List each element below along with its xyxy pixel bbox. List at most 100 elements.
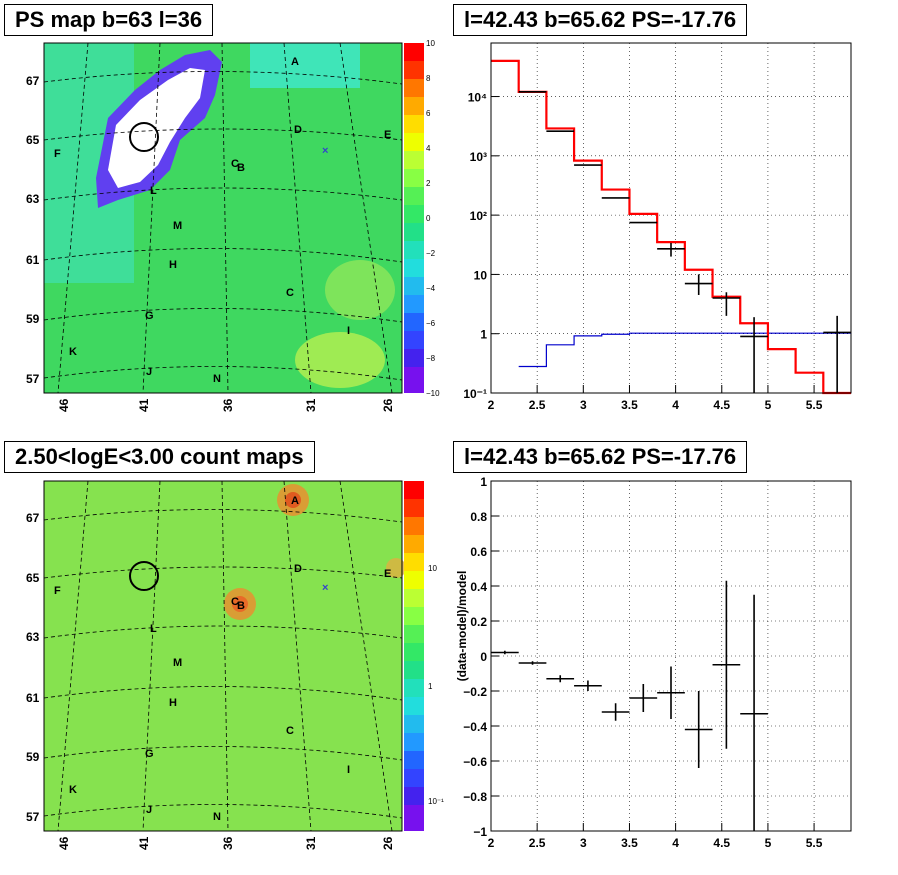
- cm-source-label-D: D: [294, 563, 302, 575]
- cb2-seg-16: [404, 769, 424, 787]
- lon-line-31: [283, 42, 312, 394]
- residual-y-tick-label: −0.6: [463, 755, 487, 769]
- cb2-seg-10: [404, 661, 424, 679]
- source-label-I: I: [347, 325, 350, 337]
- spectrum-ratio-line: [518, 332, 851, 368]
- residual-y-tick-label: −0.2: [463, 685, 487, 699]
- spectrum-y-tick-label: 10⁴: [468, 91, 487, 105]
- cb1-tick-m8: −8: [426, 354, 436, 363]
- cb1-seg-2: [404, 79, 424, 97]
- residual-title: l=42.43 b=65.62 PS=-17.76: [453, 441, 748, 473]
- lat-line-57: [43, 366, 403, 381]
- residual-y-tick-label: −0.8: [463, 790, 487, 804]
- residual-y-tick-label: −1: [473, 825, 487, 839]
- ps-y-tick-67: 67: [26, 74, 40, 88]
- source-label-C: C: [231, 158, 239, 170]
- ps-map-colorbar: 10 8 6 4 2 0 −2 −4 −6 −8 −10: [404, 39, 440, 398]
- cm-x-tick-26: 26: [381, 836, 395, 850]
- cb1-tick-2: 2: [426, 179, 431, 188]
- ps-map-title: PS map b=63 l=36: [4, 4, 214, 36]
- spectrum-x-tick-label: 4: [672, 398, 679, 412]
- cb2-seg-15: [404, 751, 424, 769]
- ps-map-x-ticks: 46 41 36 31 26: [57, 398, 395, 412]
- spectrum-data-point: [823, 315, 851, 393]
- spectrum-y-tick-label: 10⁻¹: [463, 387, 487, 401]
- spectrum-x-tick-label: 3: [580, 398, 587, 412]
- cm-y-tick-59: 59: [26, 750, 40, 764]
- ps-map-yellow-region: [295, 332, 385, 388]
- residual-y-tick-label: 0.6: [470, 545, 487, 559]
- cm-y-tick-63: 63: [26, 630, 40, 644]
- residual-y-tick-label: 0.2: [470, 615, 487, 629]
- cb2-seg-7: [404, 607, 424, 625]
- cm-source-label-J: J: [146, 804, 152, 816]
- spectrum-data-point: [712, 292, 741, 316]
- ps-map-y-ticks: 67 65 63 61 59 57: [26, 74, 40, 386]
- cb1-tick-8: 8: [426, 74, 431, 83]
- cb1-seg-12: [404, 259, 424, 277]
- lon-line-46: [57, 42, 89, 394]
- cb1-tick-m10: −10: [426, 389, 440, 398]
- cb2-seg-13: [404, 715, 424, 733]
- cb2-tick-1: 1: [428, 682, 433, 691]
- cb1-tick-m6: −6: [426, 319, 436, 328]
- cb1-tick-m4: −4: [426, 284, 436, 293]
- cb2-seg-12: [404, 697, 424, 715]
- cb1-seg-14: [404, 295, 424, 313]
- spectrum-x-tick-label: 4.5: [713, 398, 730, 412]
- cm-lon-line-36: [221, 480, 229, 832]
- cb2-seg-0: [404, 481, 424, 499]
- ps-x-tick-46: 46: [57, 398, 71, 412]
- source-label-D: D: [294, 124, 302, 136]
- cm-source-label-I: I: [347, 764, 350, 776]
- spectrum-y-tick-label: 10²: [470, 209, 487, 223]
- cm-x-tick-46: 46: [57, 836, 71, 850]
- cb1-seg-13: [404, 277, 424, 295]
- spectrum-y-tick-label: 10³: [470, 150, 487, 164]
- cm-x-tick-36: 36: [221, 836, 235, 850]
- source-label-G: G: [145, 310, 154, 322]
- ps-y-tick-65: 65: [26, 133, 40, 147]
- cb2-seg-18: [404, 805, 424, 831]
- lat-line-61: [43, 248, 403, 263]
- spectrum-y-tick-label: 1: [480, 328, 487, 342]
- cm-lon-line-46: [57, 480, 89, 832]
- lon-line-36: [221, 42, 229, 394]
- residual-x-tick-label: 4.5: [713, 836, 730, 850]
- cm-source-label-H: H: [169, 697, 177, 709]
- spectrum-x-tick-label: 2.5: [529, 398, 546, 412]
- cm-y-tick-57: 57: [26, 810, 40, 824]
- cb1-tick-6: 6: [426, 109, 431, 118]
- cm-lat-line-63: [43, 625, 403, 639]
- spectrum-data-point: [684, 274, 713, 295]
- residual-y-tick-label: −0.4: [463, 720, 487, 734]
- spectrum-x-tick-label: 5.5: [806, 398, 823, 412]
- residual-grid: [490, 480, 851, 832]
- cb1-seg-1: [404, 61, 424, 79]
- cm-source-label-L: L: [150, 623, 157, 635]
- residual-data-point: [740, 594, 768, 831]
- residual-data-point: [546, 675, 575, 683]
- residual-x-tick-label: 5.5: [806, 836, 823, 850]
- cm-lat-line-59: [43, 746, 403, 761]
- spectrum-model-line: [491, 59, 851, 395]
- lat-line-65: [43, 128, 403, 141]
- source-circle: [129, 122, 159, 152]
- cm-x-tick-31: 31: [304, 836, 318, 850]
- residual-data-point: [657, 666, 685, 719]
- ps-y-tick-57: 57: [26, 372, 40, 386]
- ps-map-yellow-region-2: [325, 260, 395, 320]
- cm-source-label-C: C: [231, 596, 239, 608]
- count-map-frame: [43, 480, 403, 832]
- lat-line-67: [43, 71, 403, 85]
- cm-y-tick-61: 61: [26, 691, 40, 705]
- cm-source-label-K: K: [69, 784, 77, 796]
- cb1-seg-11: [404, 241, 424, 259]
- count-map-title: 2.50<logE<3.00 count maps: [4, 441, 315, 473]
- ps-y-tick-59: 59: [26, 312, 40, 326]
- residual-x-tick-label: 5: [765, 836, 772, 850]
- cb2-seg-3: [404, 535, 424, 553]
- cb1-seg-16: [404, 331, 424, 349]
